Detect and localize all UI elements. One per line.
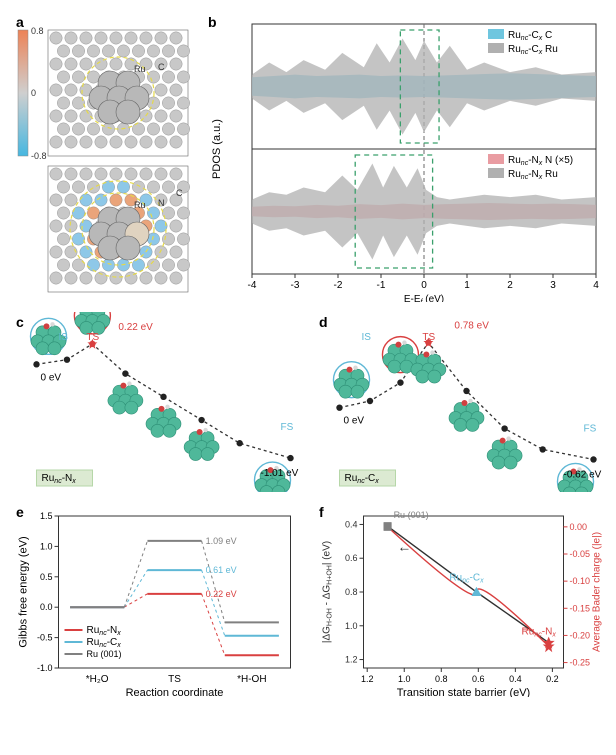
svg-text:PDOS (a.u.): PDOS (a.u.) — [211, 119, 223, 179]
panel-label-e: e — [16, 504, 24, 520]
svg-text:Transition state barrier (eV): Transition state barrier (eV) — [397, 687, 530, 697]
svg-text:1.2: 1.2 — [345, 655, 358, 665]
svg-text:Ru (001): Ru (001) — [87, 649, 122, 659]
svg-text:0.5: 0.5 — [40, 572, 53, 582]
row-ef: e -1.0 -0.5 0.0 0.5 1.0 1.5 *H₂O TS *H-OH Reactio… — [12, 502, 604, 697]
svg-text:0.22 eV: 0.22 eV — [118, 322, 153, 333]
svg-text:-0.15: -0.15 — [570, 603, 591, 613]
svg-text:-4: -4 — [248, 280, 257, 291]
svg-text:1.2: 1.2 — [361, 674, 374, 684]
panel-label-f: f — [319, 504, 324, 520]
svg-text:1.0: 1.0 — [398, 674, 411, 684]
svg-text:-0.62 eV: -0.62 eV — [564, 469, 602, 480]
panel-c-svg: 0 eV0.22 eV-1.01 eVISTSFSRunc-Nx — [12, 312, 301, 492]
svg-text:1.09 eV: 1.09 eV — [206, 536, 237, 546]
svg-text:0.2: 0.2 — [546, 674, 559, 684]
svg-text:0.4: 0.4 — [345, 519, 358, 529]
svg-text:FS: FS — [584, 423, 597, 434]
svg-text:*H₂O: *H₂O — [86, 674, 109, 685]
svg-text:-0.5: -0.5 — [37, 633, 53, 643]
svg-text:C: C — [158, 62, 165, 72]
svg-text:0.78 eV: 0.78 eV — [454, 321, 489, 332]
svg-text:0.4: 0.4 — [509, 674, 522, 684]
svg-text:FS: FS — [281, 422, 294, 433]
svg-text:2: 2 — [507, 280, 513, 291]
svg-text:0.0: 0.0 — [40, 602, 53, 612]
svg-text:Ru (001): Ru (001) — [394, 510, 429, 520]
panel-c: c 0 eV0.22 eV-1.01 eVISTSFSRunc-Nx — [12, 312, 301, 492]
svg-text:*H-OH: *H-OH — [237, 674, 266, 685]
svg-text:-0.25: -0.25 — [570, 658, 591, 668]
svg-text:0.6: 0.6 — [345, 553, 358, 563]
svg-text:-3: -3 — [291, 280, 300, 291]
svg-text:-1.0: -1.0 — [37, 663, 53, 673]
svg-text:Runc-Cx Ru: Runc-Cx Ru — [508, 44, 558, 56]
panel-d: d 0 eV0.78 eV-0.62 eVISTSFSRunc-Cx — [315, 312, 604, 492]
svg-text:1: 1 — [464, 280, 470, 291]
panel-label-a: a — [16, 14, 24, 30]
row-cd: c 0 eV0.22 eV-1.01 eVISTSFSRunc-Nx d 0 e… — [12, 312, 604, 492]
svg-text:Runc-Cx C: Runc-Cx C — [508, 30, 552, 42]
panel-label-b: b — [208, 14, 217, 30]
svg-text:0 eV: 0 eV — [344, 416, 365, 427]
svg-text:4: 4 — [593, 280, 599, 291]
svg-text:Runc-Nx Ru: Runc-Nx Ru — [508, 169, 558, 181]
panel-f: f 1.2 1.0 0.8 0.6 0.4 0.2 Transition state bar… — [315, 502, 604, 697]
svg-text:0.22 eV: 0.22 eV — [206, 589, 237, 599]
svg-text:0.00: 0.00 — [570, 522, 588, 532]
svg-text:Reaction coordinate: Reaction coordinate — [126, 687, 224, 697]
panel-b-svg: -4 -3 -2 -1 0 1 2 3 4 E-Ef (eV) PDOS (a.u.) Runc-Cx… — [204, 12, 604, 302]
svg-text:0: 0 — [31, 88, 36, 98]
svg-text:Gibbs free energy (eV): Gibbs free energy (eV) — [18, 536, 30, 647]
svg-text:0: 0 — [421, 280, 427, 291]
svg-text:-1.01 eV: -1.01 eV — [261, 468, 299, 479]
panel-label-c: c — [16, 314, 24, 330]
svg-text:1.0: 1.0 — [40, 541, 53, 551]
panel-e: e -1.0 -0.5 0.0 0.5 1.0 1.5 *H₂O TS *H-OH Reactio… — [12, 502, 301, 697]
svg-text:0.61 eV: 0.61 eV — [206, 565, 237, 575]
svg-text:-2: -2 — [334, 280, 343, 291]
svg-text:-1: -1 — [377, 280, 386, 291]
svg-text:-0.20: -0.20 — [570, 630, 591, 640]
svg-text:0.8: 0.8 — [435, 674, 448, 684]
svg-text:IS: IS — [59, 332, 69, 343]
svg-text:-0.05: -0.05 — [570, 549, 591, 559]
svg-text:0.6: 0.6 — [472, 674, 485, 684]
svg-text:-0.10: -0.10 — [570, 576, 591, 586]
svg-text:Ru: Ru — [134, 200, 146, 210]
figure: a 0.8 0 -0.8 Ru C Ru N C b -4 -3 -2 -1 0 1 2 3 4 E-Ef (e… — [12, 12, 604, 697]
svg-text:TS: TS — [168, 674, 181, 685]
svg-text:1.0: 1.0 — [345, 621, 358, 631]
panel-b: b -4 -3 -2 -1 0 1 2 3 4 E-Ef (eV) PDOS (a.u.) Runc-… — [204, 12, 604, 302]
svg-text:3: 3 — [550, 280, 556, 291]
svg-text:C: C — [176, 188, 183, 198]
svg-text:N: N — [158, 198, 165, 208]
svg-text:0.8: 0.8 — [345, 587, 358, 597]
svg-text:1.5: 1.5 — [40, 511, 53, 521]
svg-text:TS: TS — [86, 332, 99, 343]
svg-text:|ΔGH-OH - ΔGH+OH| (eV): |ΔGH-OH - ΔGH+OH| (eV) — [322, 541, 334, 643]
svg-text:TS: TS — [422, 332, 435, 343]
svg-text:0.8: 0.8 — [31, 26, 44, 36]
svg-text:-0.8: -0.8 — [31, 151, 47, 161]
svg-text:Average Bader charge (|e|): Average Bader charge (|e|) — [592, 532, 603, 652]
svg-text:←: ← — [397, 538, 411, 554]
svg-text:0 eV: 0 eV — [41, 372, 62, 383]
panel-e-svg: -1.0 -0.5 0.0 0.5 1.0 1.5 *H₂O TS *H-OH Reaction … — [12, 502, 301, 697]
panel-f-svg: 1.2 1.0 0.8 0.6 0.4 0.2 Transition state barri… — [315, 502, 604, 697]
panel-a: a 0.8 0 -0.8 Ru C Ru N C — [12, 12, 192, 302]
svg-text:IS: IS — [362, 332, 372, 343]
svg-text:Ru: Ru — [134, 64, 146, 74]
panel-d-svg: 0 eV0.78 eV-0.62 eVISTSFSRunc-Cx — [315, 312, 604, 492]
panel-a-svg: 0.8 0 -0.8 Ru C Ru N C — [12, 12, 192, 302]
svg-text:E-Ef (eV): E-Ef (eV) — [404, 294, 444, 302]
panel-label-d: d — [319, 314, 328, 330]
